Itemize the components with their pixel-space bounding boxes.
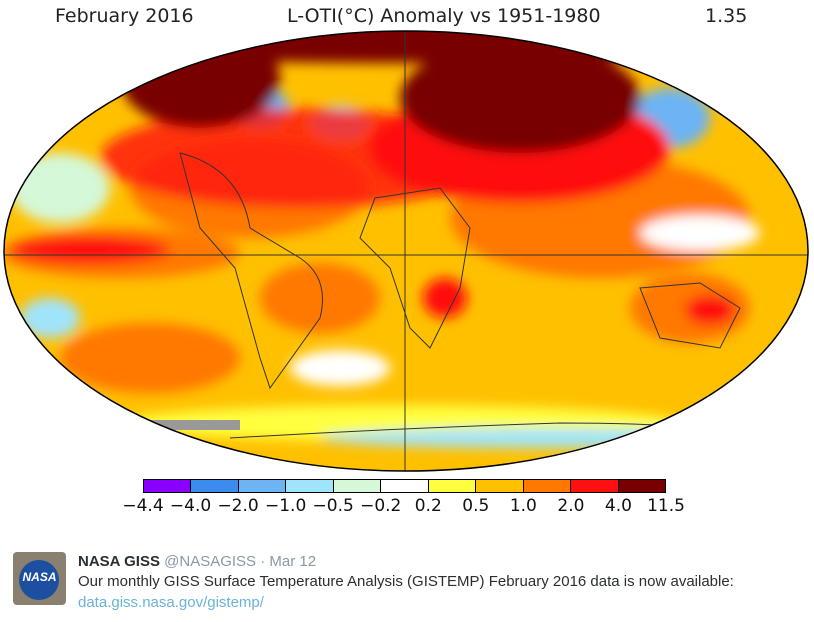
australia-coastline: [639, 282, 741, 349]
colorbar-swatch: [618, 480, 665, 492]
colorbar-swatch: [144, 480, 192, 492]
colorbar-swatch: [333, 480, 382, 492]
colorbar-tick-label: −0.2: [360, 496, 402, 516]
colorbar-ticks: −4.4 −4.0 −2.0 −1.0 −0.5 −0.2 0.2 0.5 1.0 2.0 4.0 1…: [0, 496, 814, 520]
missing-data-region: [120, 420, 240, 430]
colorbar-swatch: [191, 480, 239, 492]
separator: ·: [260, 553, 266, 570]
global-mean-anomaly: 1.35: [705, 5, 748, 27]
colorbar-tick-label: −1.0: [264, 496, 307, 516]
colorbar-tick-label: −4.4: [122, 496, 164, 516]
colorbar-swatch: [286, 480, 334, 492]
tweet-text: Our monthly GISS Surface Temperature Ana…: [78, 573, 734, 590]
colorbar-swatch: [476, 480, 524, 492]
tweet-date[interactable]: Mar 12: [269, 553, 317, 570]
colorbar-tick-label: 0.2: [414, 496, 442, 516]
colorbar-tick-label: −4.0: [169, 496, 212, 516]
colorbar-tick-label: −2.0: [217, 496, 259, 516]
africa-coastline: [359, 187, 471, 349]
colorbar-tick-label: 2.0: [557, 496, 585, 516]
tweet-header: NASA GISS @NASAGISS · Mar 12: [78, 553, 316, 570]
nasa-logo-icon: [19, 560, 59, 600]
map-title: L-OTI(°C) Anomaly vs 1951-1980: [287, 5, 601, 27]
map-date: February 2016: [55, 5, 194, 27]
temperature-anomaly-map: [3, 30, 809, 472]
author-name[interactable]: NASA GISS: [78, 553, 160, 570]
colorbar: [143, 479, 666, 493]
colorbar-tick-label: 0.5: [462, 496, 490, 516]
colorbar-tick-label: 4.0: [604, 496, 632, 516]
colorbar-swatch: [381, 480, 429, 492]
author-handle[interactable]: @NASAGISS: [164, 553, 257, 570]
avatar-logo-text: NASA: [22, 570, 57, 584]
avatar[interactable]: NASA: [13, 552, 66, 605]
tweet: NASA NASA GISS @NASAGISS · Mar 12 Our mo…: [0, 540, 814, 622]
colorbar-tick-label: 11.5: [647, 496, 685, 516]
colorbar-tick-label: −0.5: [312, 496, 354, 516]
colorbar-swatch: [523, 480, 572, 492]
americas-coastline: [179, 152, 323, 390]
map-border: [3, 30, 809, 472]
colorbar-swatch: [238, 480, 287, 492]
colorbar-tick-label: 1.0: [509, 496, 537, 516]
colorbar-swatch: [571, 480, 619, 492]
colorbar-swatch: [428, 480, 477, 492]
tweet-link[interactable]: data.giss.nasa.gov/gistemp/: [78, 594, 264, 611]
